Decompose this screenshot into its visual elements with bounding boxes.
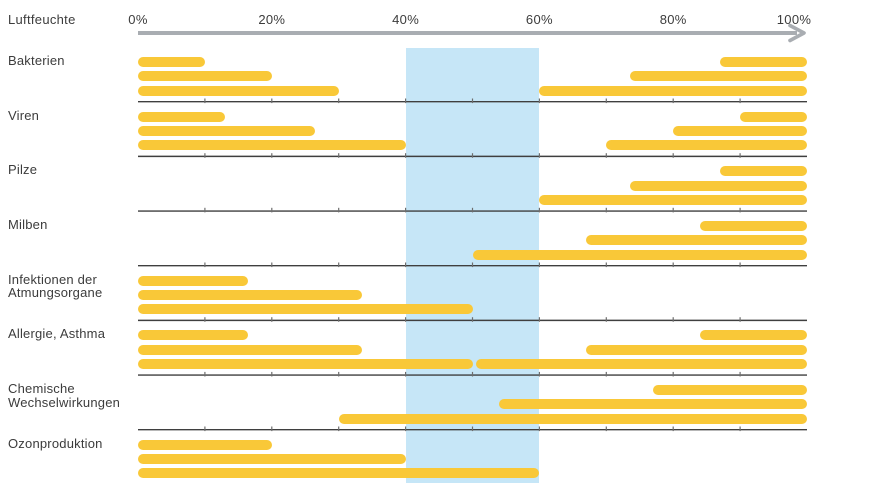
bar-segment — [740, 111, 807, 122]
tick-label: 60% — [525, 12, 553, 27]
category-label: Pilze — [8, 162, 38, 178]
category-label: Bakterien — [8, 53, 65, 68]
tick-label: 40% — [392, 12, 420, 27]
category-label: Allergie, Asthma — [8, 326, 106, 342]
bar-segment — [138, 111, 225, 122]
bar-segment — [138, 454, 406, 465]
bar-segment — [586, 235, 807, 246]
bar-segment — [338, 413, 807, 424]
bar-segment — [138, 290, 363, 300]
bar-segment — [138, 344, 363, 355]
tick-label: 20% — [258, 12, 286, 27]
tick-label: 100% — [776, 12, 812, 27]
bar-segment — [138, 275, 249, 286]
bar-segment — [720, 57, 807, 67]
bar-segment — [472, 249, 807, 260]
bar-segment — [138, 468, 540, 479]
tick-label: 80% — [659, 12, 687, 27]
bar-segment — [539, 85, 807, 96]
bar-segment — [629, 71, 807, 82]
category-label: Milben — [8, 217, 48, 232]
bar-segment — [629, 180, 807, 191]
bar-segment — [673, 126, 807, 136]
bar-segment — [138, 71, 272, 82]
bar-segment — [138, 85, 339, 96]
bar-segment — [720, 166, 807, 177]
bar-segment — [138, 439, 272, 450]
bar-segment — [138, 126, 316, 136]
bar-segment — [699, 221, 807, 231]
bar-segment — [138, 57, 205, 67]
axis-title: Luftfeuchte — [8, 12, 76, 27]
bar-segment — [539, 195, 807, 205]
category-label: Infektionen der Atmungsorgane — [8, 271, 103, 301]
tick-label: 0% — [128, 12, 148, 27]
bar-segment — [475, 359, 807, 369]
bar-segment — [138, 359, 473, 369]
bar-segment — [138, 304, 473, 315]
bar-segment — [138, 140, 406, 151]
category-label: Ozonproduktion — [8, 435, 103, 451]
bar-segment — [586, 344, 807, 355]
bar-segment — [653, 385, 807, 396]
bar-segment — [138, 330, 249, 341]
bar-segment — [606, 140, 807, 151]
category-label: Viren — [8, 107, 40, 123]
bar-segment — [499, 399, 807, 410]
category-label: Chemische Wechselwirkungen — [8, 381, 121, 410]
bar-segment — [699, 330, 807, 341]
